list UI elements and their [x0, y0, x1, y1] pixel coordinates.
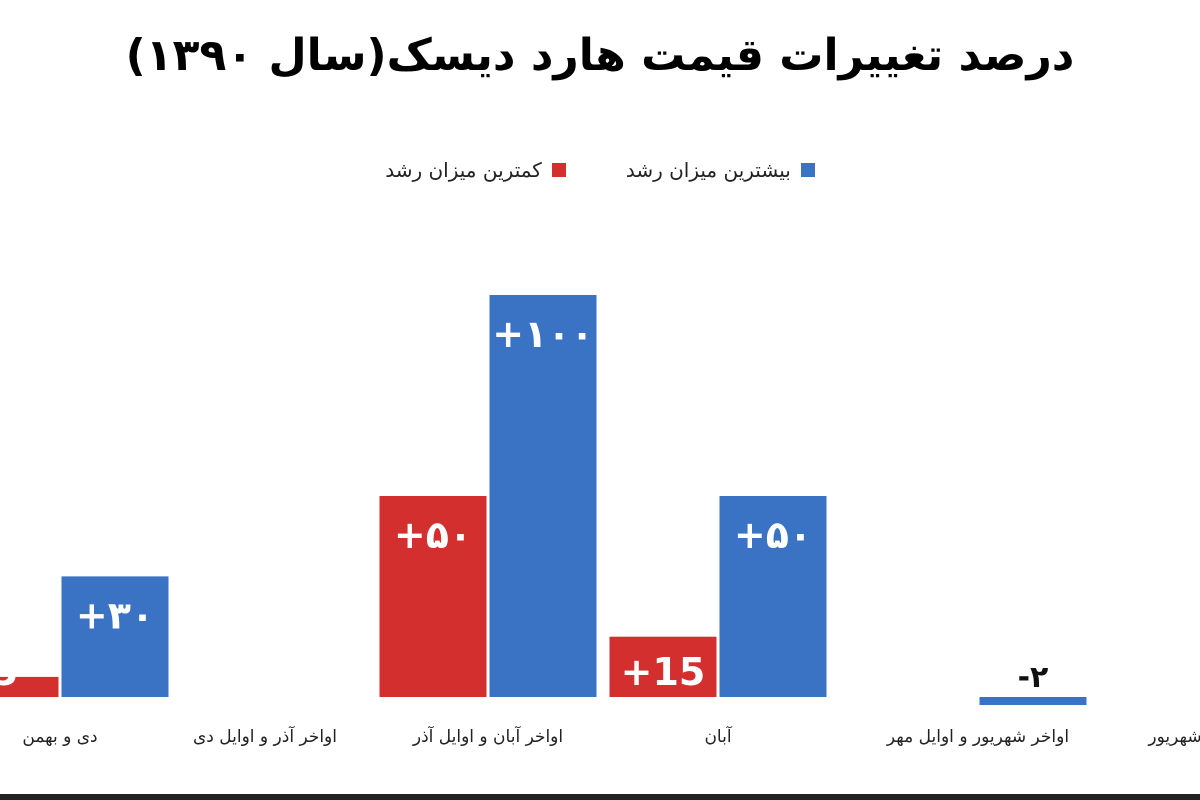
bar-label-series1-cat3: +۵۰ — [734, 513, 812, 557]
category-label-0: دی و بهمن — [22, 727, 97, 747]
bar-series1-cat2 — [489, 295, 597, 697]
bar-series0-cat3 — [609, 636, 717, 697]
legend-item-min: کمترین میزان رشد — [385, 158, 566, 182]
chart-title: درصد تغییرات قیمت هارد دیسک(سال ۱۳۹۰) — [125, 30, 1075, 81]
legend-label-min: کمترین میزان رشد — [385, 158, 542, 182]
bar-label-series0-cat0: 5 — [0, 650, 18, 694]
legend-label-max: بیشترین میزان رشد — [625, 158, 791, 182]
bar-label-series1-cat4: -۲ — [1018, 660, 1049, 695]
category-label-5: شهریور — [1147, 727, 1200, 747]
bar-series0-cat2 — [379, 496, 487, 697]
category-label-1: اواخر آذر و اوایل دی — [193, 725, 337, 747]
legend-item-max: بیشترین میزان رشد — [626, 158, 815, 182]
bar-series0-cat0 — [0, 676, 59, 697]
legend-swatch-max — [800, 163, 815, 177]
bar-label-series0-cat2: +۵۰ — [394, 513, 472, 557]
bar-series1-cat0 — [61, 576, 169, 697]
category-label-3: آبان — [704, 725, 732, 747]
bar-series1-cat3 — [719, 496, 827, 697]
chart-legend: بیشترین میزان رشد کمترین میزان رشد — [0, 158, 1200, 182]
bar-label-series1-cat0: +۳۰ — [76, 593, 154, 637]
category-label-2: اواخر آبان و اوایل آذر — [412, 725, 563, 747]
legend-swatch-min — [551, 163, 566, 177]
bar-series1-cat4 — [979, 697, 1087, 706]
bar-label-series1-cat2: +۱۰۰ — [492, 312, 593, 356]
bar-label-series0-cat3: +15 — [621, 650, 706, 694]
category-label-4: اواخر شهریور و اوایل مهر — [886, 727, 1069, 747]
